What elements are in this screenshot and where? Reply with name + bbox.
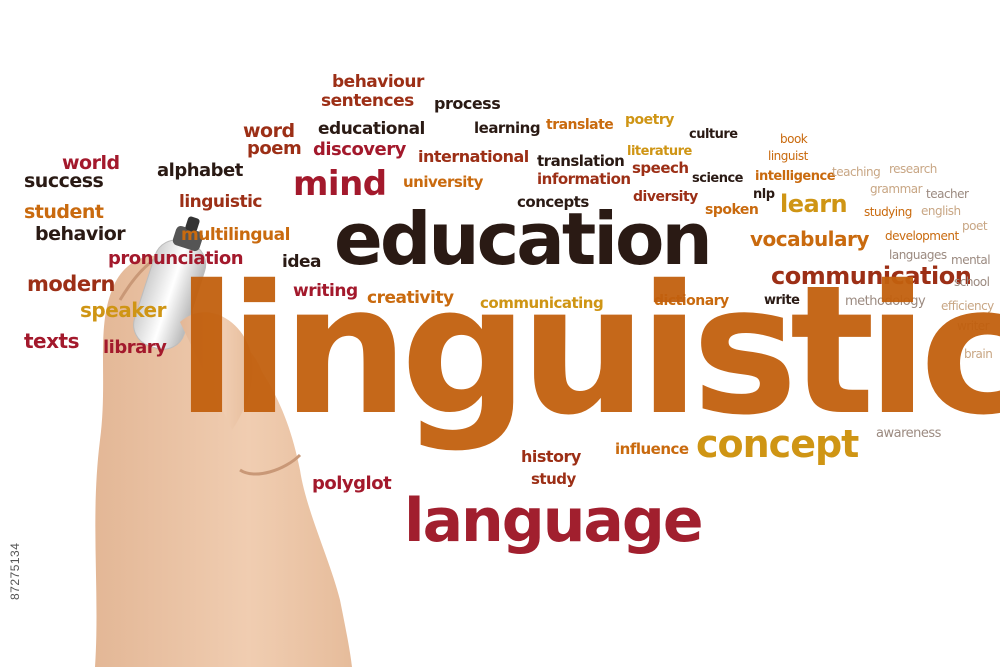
- word-awareness: awareness: [876, 426, 941, 441]
- word-information: information: [537, 170, 631, 188]
- word-poet: poet: [962, 219, 988, 233]
- word-university: university: [403, 173, 483, 191]
- word-linguistic: linguistic: [179, 192, 263, 212]
- word-learning: learning: [474, 119, 541, 137]
- word-linguistics: linguistics: [176, 247, 1000, 454]
- word-translation: translation: [537, 152, 625, 170]
- word-poetry: poetry: [625, 112, 674, 128]
- word-history: history: [521, 447, 581, 466]
- word-student: student: [24, 201, 104, 223]
- word-success: success: [24, 170, 104, 192]
- word-discovery: discovery: [313, 139, 406, 160]
- word-science: science: [692, 171, 744, 186]
- word-vocabulary: vocabulary: [750, 227, 869, 251]
- word-library: library: [103, 337, 167, 358]
- word-efficiency: efficiency: [941, 299, 994, 313]
- word-research: research: [889, 162, 937, 176]
- word-intelligence: intelligence: [755, 169, 836, 184]
- word-texts: texts: [24, 329, 80, 353]
- word-multilingual: multilingual: [181, 225, 290, 245]
- word-brain: brain: [964, 347, 993, 361]
- word-dictionary: dictionary: [654, 293, 729, 309]
- word-literature: literature: [627, 144, 692, 159]
- word-modern: modern: [27, 272, 115, 296]
- word-translate: translate: [546, 117, 614, 133]
- word-studying: studying: [864, 205, 912, 219]
- word-spoken: spoken: [705, 202, 759, 218]
- word-nlp: nlp: [753, 187, 775, 202]
- word-english: english: [921, 204, 961, 218]
- stock-image-id: 87275134: [8, 542, 22, 600]
- word-pronunciation: pronunciation: [108, 248, 244, 269]
- word-concepts: concepts: [517, 193, 589, 211]
- word-culture: culture: [689, 127, 738, 142]
- word-international: international: [418, 147, 529, 166]
- word-grammar: grammar: [870, 182, 923, 196]
- word-influence: influence: [615, 440, 689, 458]
- word-idea: idea: [282, 252, 322, 272]
- word-alphabet: alphabet: [157, 160, 243, 181]
- word-behaviour: behaviour: [332, 72, 424, 92]
- word-writer: writer: [957, 319, 990, 333]
- word-mind: mind: [293, 164, 387, 204]
- word-sentences: sentences: [321, 91, 414, 111]
- word-creativity: creativity: [367, 288, 454, 308]
- word-world: world: [62, 152, 120, 174]
- word-write: write: [764, 293, 800, 308]
- word-writing: writing: [293, 281, 358, 301]
- word-diversity: diversity: [633, 189, 698, 205]
- word-language: language: [404, 486, 704, 556]
- word-teacher: teacher: [926, 187, 969, 201]
- word-behavior: behavior: [35, 223, 126, 245]
- word-study: study: [531, 470, 576, 488]
- word-communication: communication: [771, 262, 972, 290]
- word-book: book: [780, 132, 808, 146]
- word-methodology: methodology: [845, 294, 926, 309]
- word-speech: speech: [632, 159, 689, 177]
- word-languages: languages: [889, 248, 947, 262]
- word-communicating: communicating: [480, 294, 604, 312]
- word-concept: concept: [696, 422, 859, 466]
- word-word: word: [243, 120, 295, 142]
- word-educational: educational: [318, 119, 425, 139]
- word-mental: mental: [951, 253, 991, 267]
- word-teaching: teaching: [832, 165, 881, 179]
- word-speaker: speaker: [80, 298, 166, 322]
- word-education: education: [334, 197, 713, 281]
- word-process: process: [434, 94, 501, 113]
- word-development: development: [885, 229, 959, 243]
- word-school: school: [954, 275, 990, 289]
- word-polyglot: polyglot: [312, 473, 392, 494]
- word-learn: learn: [780, 190, 848, 218]
- word-linguist: linguist: [768, 149, 808, 163]
- word-poem: poem: [247, 138, 302, 159]
